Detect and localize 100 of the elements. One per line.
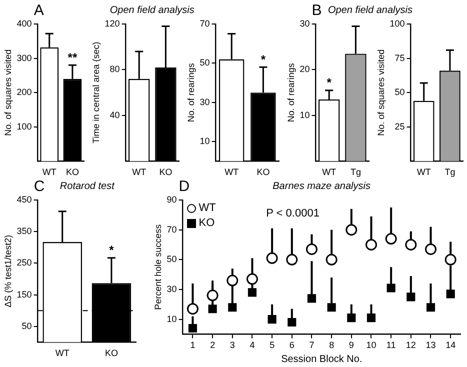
y-tick-label: 10: [200, 136, 210, 146]
x-tick-label: KO: [159, 167, 172, 178]
point: [426, 303, 436, 312]
x-tick-label: 1: [190, 340, 196, 350]
x-tick-label: 12: [406, 340, 416, 350]
chart-subtitle: Open field analysis: [328, 5, 412, 17]
point: [365, 238, 377, 250]
point: [406, 292, 416, 302]
y-tick-label: 10: [166, 314, 177, 324]
y-axis-title: No. of rearings: [286, 62, 296, 122]
x-tick-label: 10: [366, 340, 376, 350]
y-axis-title: Percent hole success: [152, 224, 163, 310]
point: [206, 290, 218, 302]
y-axis-title: Time in central area (sec): [90, 42, 101, 144]
y-axis-title: No. of rearings: [186, 62, 196, 122]
annotation: *: [109, 243, 114, 258]
y-tick-label: 100: [390, 18, 405, 28]
x-tick-label: Tg: [444, 167, 456, 178]
x-tick-label: 6: [289, 340, 294, 350]
y-tick-label: 150: [16, 289, 32, 300]
y-tick-label: 100: [16, 121, 32, 132]
point: [188, 324, 198, 333]
chart-title: A: [34, 2, 44, 20]
y-tick-label: 25: [394, 121, 405, 132]
y-tick-label: 50: [166, 254, 177, 264]
point: [346, 224, 358, 236]
point: [385, 233, 397, 245]
annotation: **: [68, 50, 78, 64]
legend-label: KO: [198, 216, 215, 231]
point: [228, 303, 237, 312]
y-tick-label: 450: [16, 194, 32, 204]
y-tick-label: 350: [16, 226, 32, 236]
x-tick-label: 13: [426, 340, 436, 350]
x-tick-label: KO: [256, 167, 270, 178]
point: [226, 274, 238, 286]
y-tick-label: 70: [200, 18, 210, 28]
y-tick-label: 70: [166, 224, 177, 234]
x-tick-label: 5: [270, 340, 275, 350]
point: [246, 273, 258, 285]
x-tick-label: 3: [230, 340, 235, 350]
x-tick-label: 14: [446, 340, 456, 350]
y-axis-title: ΔS (% test1/test2): [2, 234, 13, 308]
x-tick-label: WT: [132, 167, 147, 178]
point: [306, 243, 318, 255]
x-tick-label: WT: [224, 167, 240, 178]
y-tick-label: 250: [16, 258, 32, 268]
x-tick-label: 9: [348, 340, 354, 350]
x-tick-label: Tg: [350, 167, 361, 178]
point: [405, 238, 417, 250]
point: [386, 284, 396, 292]
annotation: *: [260, 52, 266, 66]
point: [326, 254, 338, 266]
x-tick-label: 4: [250, 340, 255, 350]
x-axis-title: Session Block No.: [281, 354, 362, 365]
point: [446, 290, 455, 298]
point: [425, 243, 436, 255]
chart-title: B: [312, 2, 322, 20]
y-tick-label: 30: [300, 18, 310, 28]
y-tick-label: 50: [200, 58, 210, 68]
point: [307, 294, 316, 303]
chart-title: D: [178, 178, 190, 196]
y-tick-label: 50: [22, 320, 32, 331]
point: [286, 254, 298, 266]
y-tick-label: 30: [200, 96, 210, 107]
point: [327, 303, 336, 312]
x-tick-label: WT: [322, 167, 337, 178]
y-tick-label: 10: [300, 110, 310, 120]
y-tick-label: 40: [110, 110, 120, 120]
point: [186, 303, 198, 315]
x-tick-label: KO: [66, 167, 79, 178]
annotation: P < 0.0001: [266, 208, 320, 220]
point: [266, 252, 278, 264]
point: [248, 288, 257, 297]
y-tick-label: 50: [394, 87, 405, 98]
y-tick-label: 300: [16, 52, 32, 63]
y-axis-title: No. of squares visited: [376, 49, 386, 136]
x-tick-label: 2: [210, 340, 216, 350]
chart-subtitle: Rotarod test: [60, 181, 114, 193]
y-tick-label: 80: [110, 64, 120, 74]
y-tick-label: 30: [166, 284, 177, 294]
y-tick-label: 200: [16, 87, 32, 98]
point: [268, 315, 276, 324]
y-tick-label: 400: [16, 18, 32, 28]
x-tick-label: 7: [309, 340, 314, 350]
chart-subtitle: Open field analysis: [110, 5, 194, 17]
y-tick-label: 120: [104, 18, 120, 28]
y-tick-label: 90: [166, 194, 177, 204]
point: [366, 314, 376, 322]
annotation: *: [326, 76, 332, 90]
legend-label: WT: [198, 201, 216, 216]
x-tick-label: WT: [416, 167, 432, 178]
x-tick-label: 11: [386, 340, 396, 350]
point: [444, 254, 456, 266]
y-axis-title: No. of squares visited: [2, 49, 13, 136]
chart-title: C: [34, 178, 45, 196]
chart-subtitle: Barnes maze analysis: [272, 181, 370, 193]
y-tick-label: 75: [394, 52, 405, 63]
x-tick-label: 8: [329, 340, 334, 350]
point: [288, 318, 296, 327]
y-tick-label: 20: [300, 64, 310, 74]
